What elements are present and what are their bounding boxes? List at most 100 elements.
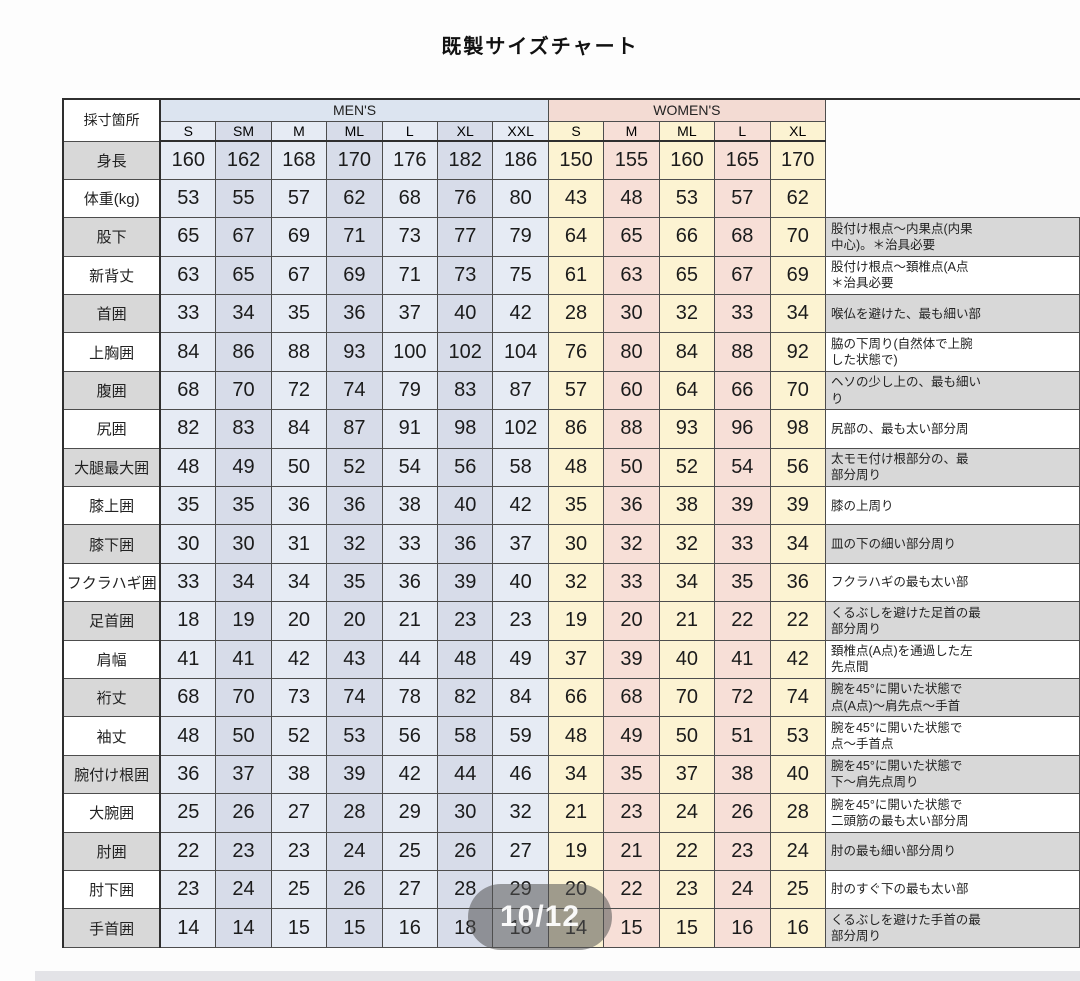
- men-value-cell: 83: [215, 409, 272, 449]
- men-value-cell: 42: [381, 754, 439, 795]
- women-value-cell: 32: [547, 562, 605, 603]
- table-row: 身長 160 162 168 170 176 182 186 150 155 160 165 170: [61, 140, 1080, 180]
- men-value-cell: 25: [381, 831, 439, 871]
- women-value-cell: 21: [547, 793, 605, 833]
- women-value-cell: 39: [714, 486, 771, 526]
- note-cell: 股付け根点～内果点(内果 中心)。＊治具必要: [824, 217, 1080, 257]
- men-value-cell: 30: [159, 524, 217, 564]
- women-value-cell: 33: [603, 562, 660, 603]
- womens-group-header: WOMEN'S: [547, 98, 826, 122]
- men-value-cell: 82: [436, 677, 494, 718]
- size-header-cell: SM: [215, 120, 272, 142]
- men-value-cell: 102: [436, 332, 494, 372]
- women-value-cell: 52: [658, 447, 716, 488]
- women-value-cell: 35: [547, 486, 605, 526]
- women-value-cell: 32: [603, 524, 660, 564]
- note-cell: 肘のすぐ下の最も太い部: [824, 869, 1080, 910]
- women-value-cell: 88: [714, 332, 771, 372]
- men-value-cell: 23: [159, 869, 217, 910]
- men-value-cell: 104: [492, 332, 549, 372]
- men-value-cell: 70: [215, 677, 272, 718]
- men-value-cell: 40: [436, 486, 494, 526]
- table-row: 肩幅 41 41 42 43 44 48 49 37 39 40 41 42 頚椎点(A点)を通過した左 …: [61, 639, 1080, 679]
- women-value-cell: 56: [769, 447, 826, 488]
- women-value-cell: 62: [769, 178, 826, 219]
- women-value-cell: 24: [658, 793, 716, 833]
- women-value-cell: 19: [547, 601, 605, 641]
- men-value-cell: 82: [159, 409, 217, 449]
- women-value-cell: 30: [603, 294, 660, 334]
- women-value-cell: 60: [603, 370, 660, 411]
- men-value-cell: 102: [492, 409, 549, 449]
- notes-header-spacer: [825, 98, 1080, 141]
- men-value-cell: 31: [270, 524, 328, 564]
- men-value-cell: 62: [326, 178, 383, 219]
- men-value-cell: 44: [436, 754, 494, 795]
- table-row: 体重(kg) 53 55 57 62 68 76 80 43 48 53 57 62: [61, 178, 1080, 219]
- men-value-cell: 42: [492, 294, 549, 334]
- row-label-cell: 腕付け根囲: [61, 754, 162, 795]
- men-value-cell: 78: [381, 677, 439, 718]
- men-value-cell: 14: [159, 908, 217, 948]
- women-value-cell: 53: [658, 178, 716, 219]
- table-row: 尻囲 82 83 84 87 91 98 102 86 88 93 96 98 尻部の、最も太い部分周: [61, 409, 1080, 449]
- size-header-cell: ML: [658, 120, 716, 142]
- women-value-cell: 68: [714, 217, 771, 257]
- row-label-cell: 大腕囲: [61, 793, 162, 833]
- men-value-cell: 48: [159, 447, 217, 488]
- women-value-cell: 93: [658, 409, 716, 449]
- men-value-cell: 39: [436, 562, 494, 603]
- men-value-cell: 33: [159, 294, 217, 334]
- women-value-cell: 70: [769, 370, 826, 411]
- men-value-cell: 36: [326, 486, 383, 526]
- women-value-cell: 39: [603, 639, 660, 679]
- men-value-cell: 76: [436, 178, 494, 219]
- table-row: 手首囲141415151618181415151616くるぶしを避けた手首の最 …: [61, 908, 1080, 948]
- men-value-cell: 48: [159, 716, 217, 756]
- women-value-cell: 61: [547, 255, 605, 296]
- women-value-cell: 67: [714, 255, 771, 296]
- women-value-cell: 23: [658, 869, 716, 910]
- men-value-cell: 29: [381, 793, 439, 833]
- note-cell: 腕を45°に開いた状態で 二頭筋の最も太い部分周: [824, 793, 1080, 833]
- men-value-cell: 24: [215, 869, 272, 910]
- women-value-cell: 155: [603, 140, 660, 180]
- men-value-cell: 35: [215, 486, 272, 526]
- women-value-cell: 76: [547, 332, 605, 372]
- men-value-cell: 74: [326, 370, 383, 411]
- men-value-cell: 19: [215, 601, 272, 641]
- row-label-cell: 上胸囲: [61, 332, 162, 372]
- note-cell: 膝の上周り: [824, 486, 1080, 526]
- men-value-cell: 87: [326, 409, 383, 449]
- men-value-cell: 25: [159, 793, 217, 833]
- women-value-cell: 37: [658, 754, 716, 795]
- size-header-cell: XL: [436, 120, 494, 142]
- men-value-cell: 69: [270, 217, 328, 257]
- men-value-cell: 49: [492, 639, 549, 679]
- men-value-cell: 38: [381, 486, 439, 526]
- women-value-cell: 41: [714, 639, 771, 679]
- women-value-cell: 64: [658, 370, 716, 411]
- size-header-cell: ML: [326, 120, 383, 142]
- table-row: 裄丈 68 70 73 74 78 82 84 66 68 70 72 74 腕を45°に開いた状態で 点…: [61, 677, 1080, 718]
- men-value-cell: 73: [270, 677, 328, 718]
- men-value-cell: 67: [215, 217, 272, 257]
- women-value-cell: 165: [714, 140, 771, 180]
- women-value-cell: 36: [603, 486, 660, 526]
- men-value-cell: 56: [436, 447, 494, 488]
- row-label-cell: 新背丈: [61, 255, 162, 296]
- women-value-cell: 22: [658, 831, 716, 871]
- men-value-cell: 32: [326, 524, 383, 564]
- men-value-cell: 86: [215, 332, 272, 372]
- women-value-cell: 69: [769, 255, 826, 296]
- women-value-cell: 37: [547, 639, 605, 679]
- men-value-cell: 42: [492, 486, 549, 526]
- note-cell-empty: [825, 179, 1079, 217]
- corner-header-cell: 採寸箇所: [61, 98, 162, 142]
- women-value-cell: 20: [603, 601, 660, 641]
- men-value-cell: 170: [326, 140, 383, 180]
- women-value-cell: 50: [658, 716, 716, 756]
- men-value-cell: 16: [381, 908, 439, 948]
- women-value-cell: 51: [714, 716, 771, 756]
- table-row: 大腿最大囲 48 49 50 52 54 56 58 48 50 52 54 56 太モモ付け根部分の、最…: [61, 447, 1080, 488]
